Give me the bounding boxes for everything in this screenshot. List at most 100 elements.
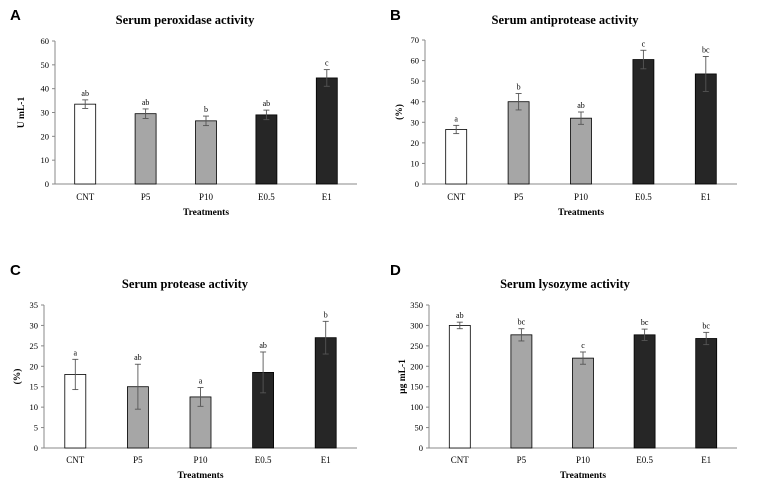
y-tick-label: 15	[30, 382, 39, 392]
bar-p10	[570, 117, 592, 185]
y-axis-label: (%)	[12, 369, 23, 385]
significance-label: b	[324, 310, 328, 319]
y-tick-label: 70	[411, 35, 420, 45]
y-tick-label: 0	[419, 443, 423, 453]
y-tick-label: 30	[30, 320, 39, 330]
y-tick-label: 150	[410, 382, 423, 392]
chart-title: Serum antiprotease activity	[492, 13, 640, 27]
x-tick-label: P10	[199, 192, 214, 202]
chart-panel-d: D Serum lysozyme activity 0 50 100 150 200 250 3…	[390, 262, 737, 481]
panel-letter: A	[10, 7, 21, 24]
chart-title: Serum lysozyme activity	[500, 277, 631, 291]
significance-label: ab	[142, 98, 150, 107]
y-tick-label: 40	[41, 84, 50, 94]
panel-letter: B	[390, 7, 401, 24]
chart-panel-b: B Serum antiprotease activity 0 10 20 30 40 50 6…	[390, 7, 737, 218]
significance-label: ab	[577, 101, 585, 110]
bar-p5	[134, 113, 157, 185]
bar-cnt	[448, 325, 471, 449]
significance-label: c	[325, 59, 329, 68]
x-tick-label: E1	[701, 192, 711, 202]
x-tick-label: E0.5	[255, 455, 272, 465]
y-tick-label: 50	[41, 60, 50, 70]
bar-e1	[695, 338, 718, 449]
y-tick-label: 200	[410, 361, 423, 371]
panel-letter: D	[390, 262, 401, 279]
y-tick-label: 20	[41, 131, 50, 141]
significance-label: bc	[702, 321, 710, 330]
chart-title: Serum protease activity	[122, 277, 249, 291]
significance-label: b	[204, 105, 208, 114]
x-tick-label: CNT	[66, 455, 85, 465]
x-tick-label: P10	[193, 455, 208, 465]
bar-p5	[510, 334, 533, 449]
bar-e05	[632, 59, 655, 185]
significance-label: a	[454, 114, 458, 123]
y-tick-label: 50	[415, 423, 424, 433]
significance-label: b	[517, 82, 521, 91]
y-tick-label: 20	[411, 138, 420, 148]
panel-letter: C	[10, 262, 21, 279]
x-tick-label: P5	[514, 192, 524, 202]
bar-e05	[255, 114, 278, 185]
x-tick-label: P5	[517, 455, 527, 465]
x-tick-label: CNT	[76, 192, 95, 202]
y-tick-label: 20	[30, 361, 39, 371]
y-tick-label: 50	[411, 76, 420, 86]
bar-p10	[572, 357, 594, 449]
y-tick-label: 30	[41, 108, 50, 118]
y-axis-label: µg mL-1	[398, 359, 408, 394]
y-tick-label: 0	[34, 443, 38, 453]
significance-label: a	[199, 377, 203, 386]
chart-title: Serum peroxidase activity	[116, 13, 255, 27]
bar-e05	[633, 334, 656, 449]
y-tick-label: 60	[411, 56, 420, 66]
significance-label: ab	[259, 341, 267, 350]
x-tick-label: E0.5	[635, 192, 652, 202]
y-tick-label: 60	[41, 36, 50, 46]
y-tick-label: 0	[415, 179, 419, 189]
x-tick-label: P5	[133, 455, 143, 465]
bar-cnt	[445, 129, 468, 185]
y-tick-label: 35	[30, 300, 39, 310]
x-tick-label: P5	[141, 192, 151, 202]
y-tick-label: 40	[411, 97, 420, 107]
chart-panel-c: C Serum protease activity 0 5 10 15 20 25 30 35 (%…	[10, 262, 357, 481]
x-tick-label: CNT	[447, 192, 466, 202]
y-axis-label: U mL-1	[17, 97, 27, 129]
y-tick-label: 10	[411, 158, 420, 168]
y-tick-label: 5	[34, 423, 38, 433]
x-tick-label: E1	[701, 455, 711, 465]
x-tick-label: E0.5	[258, 192, 275, 202]
bar-cnt	[74, 103, 97, 185]
x-tick-label: CNT	[451, 455, 470, 465]
chart-panel-a: A Serum peroxidase activity 0 10 20 30 40 50 60 U…	[10, 7, 357, 218]
significance-label: bc	[641, 318, 649, 327]
significance-label: ab	[134, 353, 142, 362]
significance-label: c	[581, 341, 585, 350]
y-tick-label: 250	[410, 341, 423, 351]
x-axis-label: Treatments	[183, 208, 229, 218]
x-axis-label: Treatments	[177, 471, 223, 481]
bar-p5	[507, 101, 530, 185]
x-axis-label: Treatments	[560, 471, 606, 481]
y-tick-label: 30	[411, 117, 420, 127]
x-axis-label: Treatments	[558, 208, 604, 218]
x-tick-label: E1	[322, 192, 332, 202]
y-tick-label: 10	[41, 155, 50, 165]
x-tick-label: P10	[576, 455, 591, 465]
y-tick-label: 300	[410, 320, 423, 330]
significance-label: a	[74, 348, 78, 357]
significance-label: ab	[81, 89, 89, 98]
y-tick-label: 0	[45, 179, 49, 189]
x-tick-label: E1	[321, 455, 331, 465]
x-tick-label: P10	[574, 192, 589, 202]
y-tick-label: 25	[30, 341, 39, 351]
significance-label: ab	[263, 99, 271, 108]
x-tick-label: E0.5	[636, 455, 653, 465]
y-axis-label: (%)	[394, 104, 405, 120]
y-tick-label: 100	[410, 402, 423, 412]
significance-label: ab	[456, 311, 464, 320]
bar-e1	[315, 77, 338, 185]
